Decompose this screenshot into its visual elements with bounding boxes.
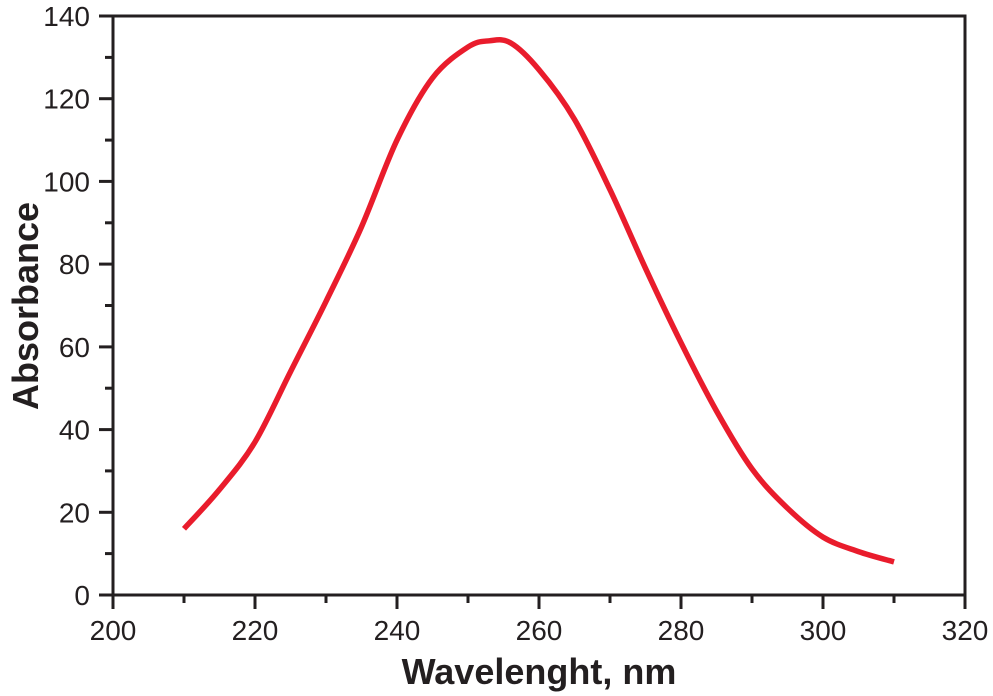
x-axis-title: Wavelenght, nm [402,651,677,692]
y-tick-label-140: 140 [43,1,90,32]
y-tick-label-100: 100 [43,166,90,197]
x-tick-label-200: 200 [90,615,137,646]
plot-frame [111,14,967,597]
x-tick-label-220: 220 [232,615,279,646]
y-axis-title: Absorbance [5,202,46,410]
x-tick-label-320: 320 [942,615,989,646]
absorbance-spectrum-curve [181,37,895,565]
y-tick-label-40: 40 [59,415,90,446]
x-tick-label-280: 280 [658,615,705,646]
x-tick-label-240: 240 [374,615,421,646]
x-tick-label-260: 260 [516,615,563,646]
y-tick-label-0: 0 [74,580,90,611]
y-tick-label-20: 20 [59,497,90,528]
y-tick-label-60: 60 [59,332,90,363]
plot-area: 200 220 240 260 280 300 320 0 20 40 60 80 100 120 140 [43,1,988,646]
y-tick-label-80: 80 [59,249,90,280]
y-tick-label-120: 120 [43,84,90,115]
x-tick-label-300: 300 [800,615,847,646]
